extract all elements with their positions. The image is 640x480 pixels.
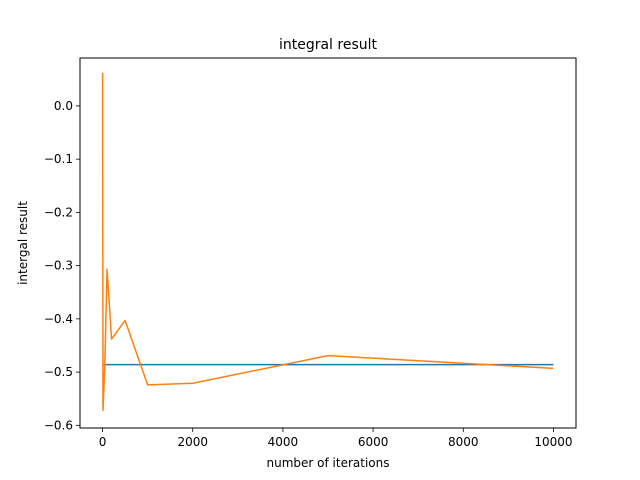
x-tick-label: 4000 <box>268 435 299 449</box>
y-tick-label: −0.1 <box>44 152 73 166</box>
x-tick-label: 10000 <box>534 435 572 449</box>
plot-frame <box>79 57 577 429</box>
plot-area <box>80 58 576 428</box>
y-tick-label: −0.2 <box>44 205 73 219</box>
y-tick-label: −0.4 <box>44 312 73 326</box>
x-tick-label: 6000 <box>358 435 389 449</box>
y-tick-label: −0.5 <box>44 365 73 379</box>
x-axis-label: number of iterations <box>267 456 390 470</box>
y-tick-label: 0.0 <box>54 99 73 113</box>
x-tick-label: 0 <box>99 435 107 449</box>
x-ticks: 0 2000 4000 6000 8000 10000 <box>99 428 573 449</box>
y-ticks: −0.6 −0.5 −0.4 −0.3 −0.2 −0.1 0.0 <box>44 99 80 432</box>
y-axis-label: intergal result <box>16 201 30 285</box>
x-tick-label: 8000 <box>448 435 479 449</box>
series-line-1 <box>101 72 554 412</box>
y-tick-label: −0.3 <box>44 259 73 273</box>
chart-title: integral result <box>279 37 378 53</box>
x-tick-label: 2000 <box>177 435 208 449</box>
y-tick-label: −0.6 <box>44 418 73 432</box>
series-layer <box>101 72 554 412</box>
